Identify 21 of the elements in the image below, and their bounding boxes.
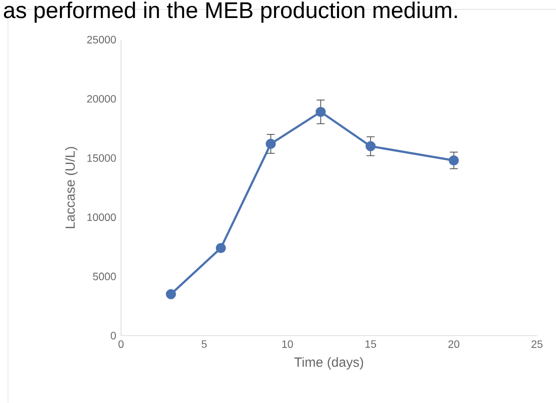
- x-tick-label: 5: [202, 340, 207, 348]
- point: [316, 106, 326, 118]
- y-tick-label: 5000: [92, 272, 116, 280]
- x-axis-title: Time (days): [294, 357, 364, 370]
- y-tick-label: 20000: [87, 95, 116, 103]
- point: [266, 138, 276, 150]
- point: [166, 289, 176, 300]
- y-tick-label: 10000: [87, 214, 116, 222]
- y-axis-title: Laccase (U/L): [65, 147, 78, 228]
- x-tick-label: 20: [448, 340, 460, 348]
- x-tick-label: 15: [365, 340, 376, 348]
- x-tick-label: 25: [532, 340, 542, 348]
- point: [366, 141, 376, 152]
- text: as performed in the MEB production medium.: [4, 2, 457, 23]
- y-tick-label: 0: [110, 332, 116, 340]
- y-tick-label: 25000: [87, 36, 116, 44]
- x-tick-label: 0: [118, 340, 124, 348]
- point: [448, 156, 459, 166]
- point: [216, 243, 226, 254]
- y-tick-label: 15000: [87, 154, 116, 162]
- x-tick-label: 10: [282, 340, 293, 348]
